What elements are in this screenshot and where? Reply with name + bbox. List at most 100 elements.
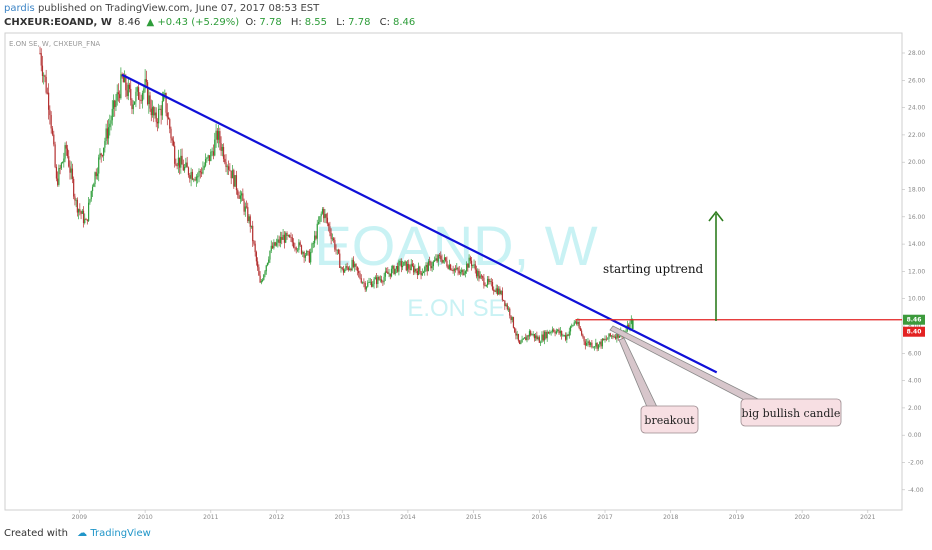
candle-body xyxy=(181,155,183,165)
candle-body xyxy=(160,108,162,116)
candle-body xyxy=(440,255,442,260)
x-tick-label: 2009 xyxy=(72,514,87,521)
candle-body xyxy=(450,264,452,270)
candle-body xyxy=(61,162,64,164)
candle-body xyxy=(448,264,450,269)
candle-body xyxy=(230,170,232,179)
candle-body xyxy=(103,147,105,156)
close-label: C: xyxy=(379,17,390,28)
candle-body xyxy=(422,271,425,274)
candle-body xyxy=(486,278,489,286)
candle-body xyxy=(592,346,594,348)
candle-body xyxy=(512,317,515,328)
candle-body xyxy=(60,163,62,169)
candle-body xyxy=(296,249,299,251)
callout-breakout[interactable]: breakout xyxy=(618,337,699,434)
candle-body xyxy=(572,325,574,327)
candle-body xyxy=(629,322,631,329)
candle-body xyxy=(406,263,409,271)
candle-body xyxy=(345,266,347,270)
candle-body xyxy=(167,117,170,120)
candle-body xyxy=(307,250,309,252)
candle-body xyxy=(185,162,187,167)
candle-body xyxy=(106,128,108,139)
candle-body xyxy=(263,274,265,280)
candle-body xyxy=(350,268,352,271)
candle-body xyxy=(95,172,97,177)
candle-body xyxy=(535,335,537,339)
candle-body xyxy=(393,265,395,274)
published-text: published on TradingView.com, June 07, 2… xyxy=(37,3,320,14)
candle-body xyxy=(274,242,276,246)
candle-body xyxy=(355,263,357,267)
y-axis[interactable]: 28.00 26.00 24.00 22.00 20.00 18.00 16.00 14.00… xyxy=(901,33,925,510)
candle-body xyxy=(277,239,279,243)
candle-body xyxy=(201,172,203,174)
candle-body xyxy=(40,53,42,66)
candle-body xyxy=(128,84,131,89)
candle-body xyxy=(352,259,354,267)
annotation-starting-uptrend: starting uptrend xyxy=(603,262,704,276)
candle-body xyxy=(542,334,544,341)
candle-body xyxy=(385,271,388,273)
author-link[interactable]: pardis xyxy=(4,3,35,14)
downtrend-line[interactable] xyxy=(121,73,718,374)
candle-body xyxy=(607,338,609,340)
candle-body xyxy=(125,75,127,91)
candle-body xyxy=(416,271,418,275)
candle-body xyxy=(404,261,406,263)
candle-body xyxy=(215,130,217,140)
created-with-text: Created with xyxy=(4,528,68,539)
current-price-label: 8.46 xyxy=(907,317,922,324)
candle-body xyxy=(628,324,630,329)
candle-body xyxy=(563,335,565,336)
candle-body xyxy=(216,130,218,140)
candle-body xyxy=(374,277,376,280)
candle-body xyxy=(501,290,503,300)
candle-body xyxy=(395,266,398,269)
candle-body xyxy=(88,202,90,221)
tradingview-brand[interactable]: TradingView xyxy=(90,528,151,539)
candle-body xyxy=(250,225,253,227)
x-axis[interactable]: 2009 2010 2011 2012 2013 2014 2015 2016 2017 2018… xyxy=(72,510,876,521)
candle-body xyxy=(151,107,154,116)
candle-body xyxy=(610,335,613,337)
x-tick-label: 2012 xyxy=(269,514,284,521)
candle-body xyxy=(265,265,267,272)
candle-body xyxy=(452,270,454,272)
candle-body xyxy=(599,341,601,345)
candle-body xyxy=(73,178,75,197)
candle-body xyxy=(456,267,458,270)
candle-body xyxy=(604,338,606,341)
candle-body xyxy=(317,222,320,224)
candle-body xyxy=(349,268,351,270)
candle-body xyxy=(447,266,449,269)
candle-body xyxy=(117,92,120,95)
candle-body xyxy=(227,166,230,170)
candle-body xyxy=(579,328,581,331)
candle-body xyxy=(582,334,584,337)
candle-body xyxy=(107,127,110,139)
candle-body xyxy=(373,279,375,285)
candle-body xyxy=(437,255,439,262)
candle-body xyxy=(134,101,136,105)
candle-body xyxy=(489,281,491,283)
candle-body xyxy=(212,151,215,156)
candle-body xyxy=(53,134,55,145)
candle-body xyxy=(436,258,438,262)
candle-body xyxy=(172,140,175,146)
candle-body xyxy=(70,168,72,173)
candle-body xyxy=(569,326,572,332)
candle-body xyxy=(403,261,405,266)
candle-body xyxy=(340,267,342,269)
candle-body xyxy=(84,219,86,223)
candle-body xyxy=(291,237,293,243)
candle-body xyxy=(323,209,325,219)
candle-body xyxy=(219,131,221,144)
candle-body xyxy=(617,332,619,338)
candle-body xyxy=(164,92,166,97)
candle-body xyxy=(459,272,462,274)
callout-bullish-text: big bullish candle xyxy=(742,407,841,420)
callout-big-bullish-candle[interactable]: big bullish candle xyxy=(609,325,842,427)
